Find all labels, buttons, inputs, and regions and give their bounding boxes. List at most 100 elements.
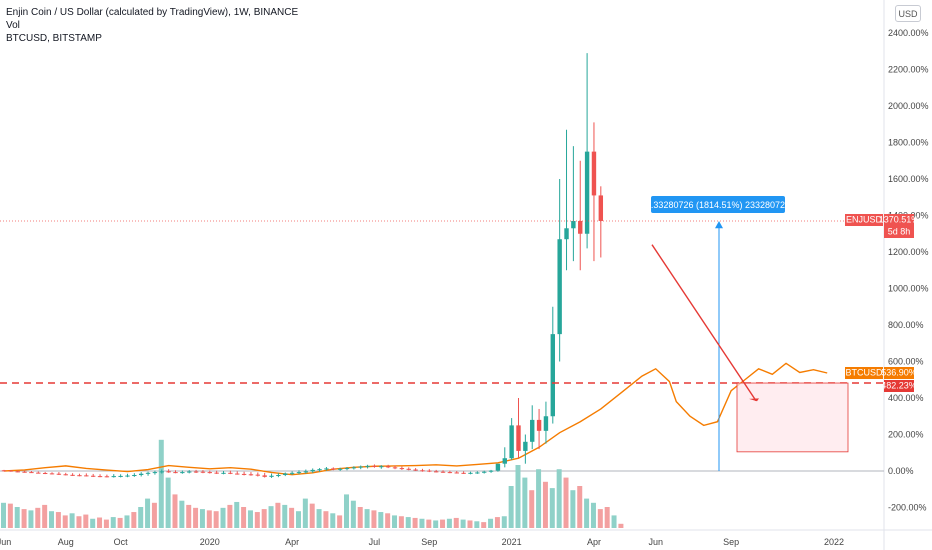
enj-candle — [56, 472, 62, 476]
target-zone-box — [736, 382, 849, 453]
volume-bar — [344, 494, 349, 528]
x-tick-label: 2021 — [502, 537, 522, 547]
candle-body — [145, 472, 151, 474]
candle-body — [8, 470, 14, 472]
candle-body — [262, 475, 267, 477]
btc-value-tag-bg — [884, 367, 914, 379]
enj-candle — [516, 398, 521, 459]
candle-body — [125, 475, 130, 477]
enj-candle — [132, 473, 137, 477]
candle-body — [454, 472, 459, 474]
candle-body — [303, 471, 309, 473]
candle-body — [571, 220, 576, 229]
candle-body — [269, 475, 274, 477]
candle-body — [344, 468, 350, 470]
candle-body — [29, 472, 34, 474]
enj-candle — [97, 474, 103, 478]
y-tick-label: -200.00% — [888, 503, 927, 513]
enj-candle — [379, 465, 384, 469]
volume-bar — [385, 513, 391, 528]
y-tick-label: 1000.00% — [888, 284, 929, 294]
candle-body — [248, 474, 254, 476]
enj-candle — [262, 472, 267, 478]
candle-body — [385, 466, 391, 468]
enj-candle — [187, 470, 192, 474]
enj-symbol-tag-text: ENJUSD — [846, 215, 883, 225]
candle-body — [337, 468, 343, 470]
enj-candle — [324, 466, 329, 471]
y-tick-label: 2200.00% — [888, 65, 929, 75]
candle-body — [241, 473, 247, 475]
y-tick-label: 1600.00% — [888, 174, 929, 184]
btc-symbol-tag: BTCUSD — [845, 367, 883, 379]
volume-bar — [42, 504, 48, 528]
candle-body — [104, 476, 110, 478]
enj-countdown-tag-text: 5d 8h — [888, 227, 911, 237]
x-tick-label: 2022 — [824, 537, 844, 547]
enj-candle — [578, 160, 583, 271]
volume-legend: Vol — [6, 20, 20, 31]
candle-body — [598, 195, 604, 221]
candle-body — [365, 465, 370, 467]
volume-bar — [337, 515, 343, 528]
enj-candle — [296, 470, 302, 475]
enj-candle — [125, 473, 130, 478]
volume-bar — [83, 514, 89, 528]
enj-candle — [310, 468, 315, 473]
enj-candle — [571, 146, 576, 262]
enj-candle — [207, 470, 212, 474]
enj-candle — [536, 408, 542, 450]
x-tick-label: Aug — [58, 537, 74, 547]
volume-bar — [206, 510, 212, 528]
volume-bar — [172, 494, 178, 528]
candle-body — [564, 228, 569, 240]
volume-bar — [515, 465, 521, 528]
candle-body — [22, 471, 27, 473]
btc-symbol-tag-text: BTCUSD — [845, 368, 883, 378]
volume-bar — [28, 510, 34, 528]
enj-candle — [317, 468, 322, 472]
enj-countdown-tag-bg — [884, 226, 914, 238]
enj-candle — [1, 469, 7, 472]
candle-body — [15, 471, 20, 473]
btc-compare-line — [3, 362, 828, 476]
candle-body — [584, 151, 590, 234]
volume-bar — [378, 512, 384, 528]
currency-unit-button[interactable]: USD — [895, 5, 921, 22]
enj-candle — [358, 465, 363, 470]
volume-bar — [69, 513, 75, 528]
enj-candle — [427, 469, 432, 473]
enj-candle — [36, 471, 41, 474]
enj-candle — [283, 472, 288, 477]
candle-body — [255, 474, 261, 476]
candle-body — [372, 465, 377, 467]
enj-candle — [447, 470, 453, 474]
enj-candle — [289, 471, 295, 476]
enj-candle — [454, 471, 459, 474]
volume-bar — [405, 517, 411, 528]
enj-candle — [530, 405, 535, 450]
x-tick-label: Oct — [114, 537, 129, 547]
volume-bar — [549, 488, 555, 528]
volume-bar — [330, 513, 336, 528]
volume-bar — [460, 519, 466, 528]
volume-bar — [481, 522, 487, 528]
enj-candle — [344, 466, 350, 471]
enj-candle — [482, 470, 487, 474]
candle-body — [488, 470, 494, 472]
volume-bar — [556, 469, 562, 528]
x-tick-label: Jun — [648, 537, 663, 547]
candle-body — [118, 475, 123, 477]
enj-candle — [22, 470, 27, 473]
volume-bar — [90, 518, 96, 528]
volume-bar — [494, 517, 500, 528]
enj-candle — [70, 473, 75, 476]
volume-bar — [117, 517, 123, 528]
enj-candle — [488, 469, 494, 473]
volume-bar — [371, 510, 377, 528]
enj-candle — [166, 469, 171, 473]
volume-bar — [364, 509, 370, 528]
candle-body — [296, 472, 302, 474]
volume-bar — [234, 501, 240, 528]
